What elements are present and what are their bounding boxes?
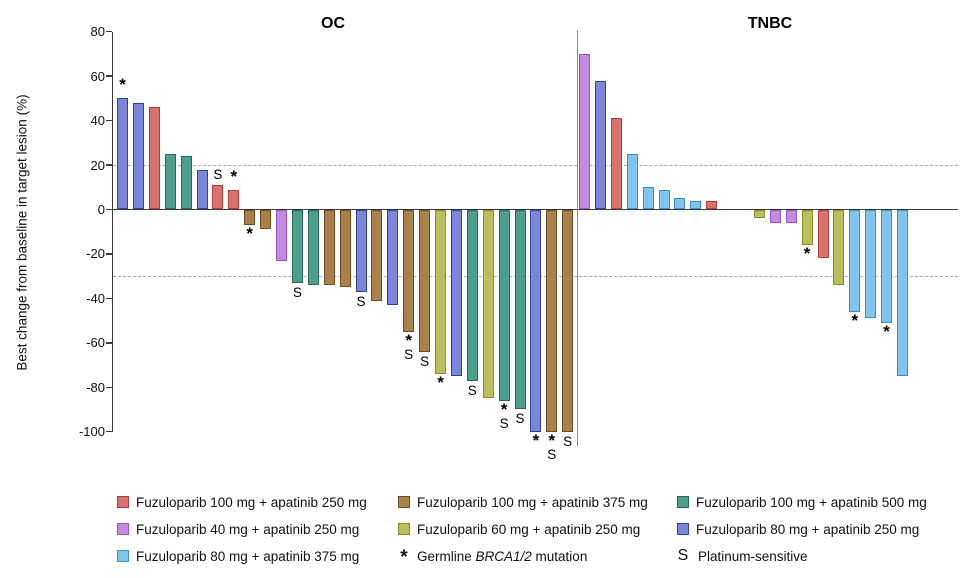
bar: [148, 107, 160, 210]
bar: [355, 209, 367, 292]
bar: [753, 209, 765, 219]
bar: [435, 209, 446, 374]
bar: [817, 209, 829, 259]
bar: [865, 209, 877, 319]
bar: [769, 209, 781, 223]
bar: [387, 209, 399, 306]
bar: [307, 209, 319, 286]
bar: [610, 118, 622, 210]
tick-label: -100: [78, 424, 105, 440]
bar: [514, 209, 526, 410]
bar: [594, 80, 606, 210]
tick-label: -80: [86, 379, 105, 395]
brca-mutation-mark: *: [119, 75, 126, 95]
reference-line: [113, 164, 958, 166]
platinum-sensitive-mark: S: [547, 446, 557, 462]
tick-label: 80: [90, 24, 105, 40]
panel-divider: [577, 30, 578, 446]
brca-mutation-mark: *: [851, 310, 859, 330]
tick-label: 40: [90, 113, 105, 129]
platinum-sensitive-mark: S: [404, 346, 414, 362]
zero-baseline: [113, 208, 958, 211]
brca-mutation-mark: *: [246, 224, 253, 244]
brca-mutation-mark: *: [532, 430, 540, 450]
tick-label: 0: [97, 202, 105, 217]
bar: [371, 209, 383, 301]
bar: [180, 156, 192, 210]
bar: [339, 209, 351, 288]
bar: [244, 209, 256, 226]
bar: [466, 209, 478, 381]
brca-mutation-mark: *: [883, 321, 890, 341]
axis-tick: [106, 119, 112, 122]
bar: [881, 209, 893, 323]
axis-tick: [106, 75, 112, 77]
platinum-sensitive-mark: S: [356, 293, 366, 309]
bar: [658, 189, 670, 210]
brca-mutation-mark: *: [230, 166, 238, 186]
tick-label: -60: [86, 335, 105, 351]
bar: [833, 209, 845, 286]
axis-tick: [106, 208, 112, 211]
axis-tick: [106, 297, 112, 300]
bar: [482, 209, 494, 399]
bar: [228, 189, 240, 210]
brca-mutation-mark: *: [803, 244, 811, 264]
bar: [450, 209, 462, 377]
platinum-sensitive-mark: S: [213, 167, 223, 183]
bar: [196, 169, 208, 210]
bar: [801, 209, 813, 246]
tick-label: -40: [86, 290, 105, 306]
brca-mutation-mark: *: [437, 372, 444, 392]
platinum-sensitive-mark: S: [563, 433, 573, 449]
tick-label: 20: [90, 157, 105, 173]
y-axis-line: [111, 31, 114, 432]
bar: [546, 209, 558, 432]
bar: [291, 209, 303, 283]
platinum-sensitive-mark: S: [515, 411, 525, 427]
group-title: TNBC: [747, 15, 793, 32]
axis-tick: [106, 386, 112, 389]
bar: [849, 209, 861, 312]
bar: [897, 209, 908, 377]
bar: [403, 209, 415, 332]
tick-label: 60: [90, 68, 105, 84]
bar: [626, 153, 638, 210]
tick-label: -20: [86, 246, 105, 262]
axis-tick: [106, 342, 112, 344]
axis-tick: [106, 430, 112, 433]
axis-tick: [106, 253, 112, 255]
bar: [530, 209, 542, 432]
bar: [260, 209, 272, 230]
bar: [276, 209, 287, 261]
bar: [212, 185, 224, 210]
bar: [785, 209, 797, 223]
bar: [132, 102, 144, 210]
bar: [498, 209, 510, 401]
platinum-sensitive-mark: S: [467, 382, 477, 398]
bar: [579, 53, 590, 210]
brca-mutation-mark: *: [500, 399, 508, 419]
bar: [642, 187, 654, 210]
bar: [117, 98, 128, 210]
platinum-sensitive-mark: S: [292, 284, 302, 300]
axis-tick: [106, 30, 112, 33]
bar: [562, 209, 574, 432]
group-title: OC: [321, 15, 345, 32]
bar: [323, 209, 335, 286]
bar: [419, 209, 431, 352]
platinum-sensitive-mark: S: [499, 415, 509, 431]
brca-mutation-mark: *: [548, 430, 556, 450]
platinum-sensitive-mark: S: [420, 353, 430, 369]
bar: [164, 153, 176, 210]
brca-mutation-mark: *: [405, 330, 412, 350]
axis-tick: [106, 164, 112, 166]
